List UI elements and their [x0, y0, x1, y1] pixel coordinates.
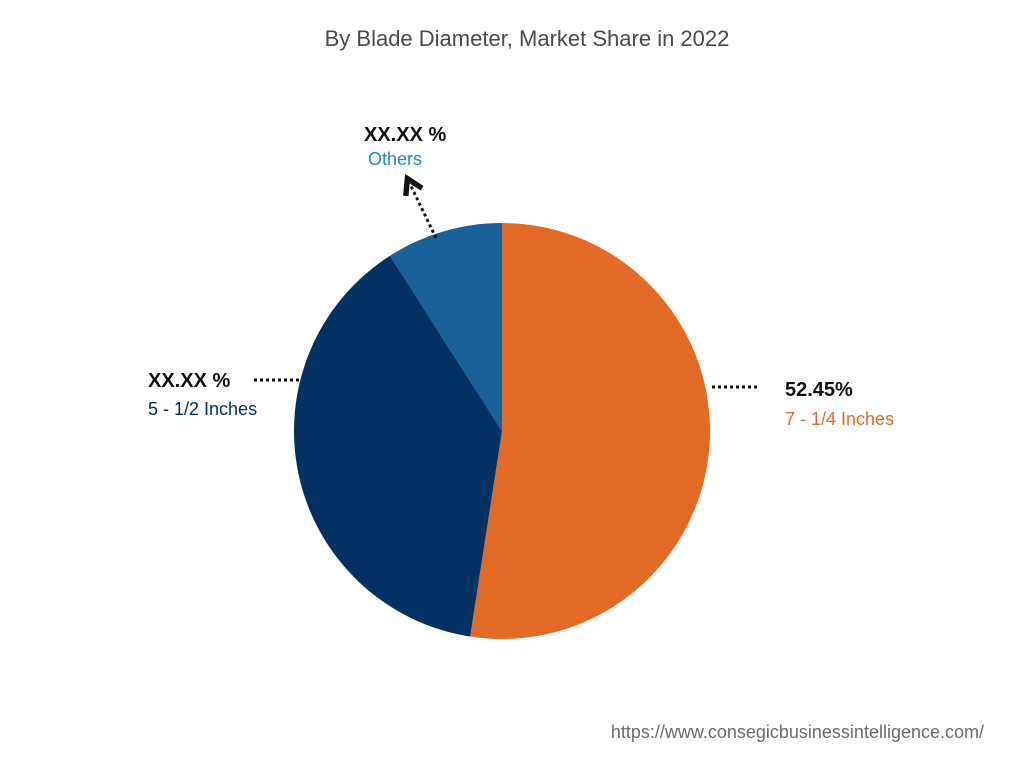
slice-5-1-2-inches: [293, 255, 502, 637]
slice-label-7-1-4: 7 - 1/4 Inches: [785, 409, 895, 429]
slice-7-1-4-inches: [470, 223, 710, 639]
source-url[interactable]: https://www.consegicbusinessintelligence…: [610, 722, 984, 742]
leader-line-others: [403, 173, 438, 239]
slice-label-others: Others: [368, 149, 423, 169]
slice-value-others: XX.XX %: [364, 124, 447, 146]
chart-title: By Blade Diameter, Market Share in 2022: [324, 26, 730, 51]
slice-label-5-1-2: 5 - 1/2 Inches: [148, 399, 258, 419]
slice-value-7-1-4: 52.45%: [785, 379, 853, 401]
slice-value-5-1-2: XX.XX %: [148, 370, 231, 392]
slice-others: [389, 223, 502, 431]
pie-slices: [293, 223, 710, 639]
